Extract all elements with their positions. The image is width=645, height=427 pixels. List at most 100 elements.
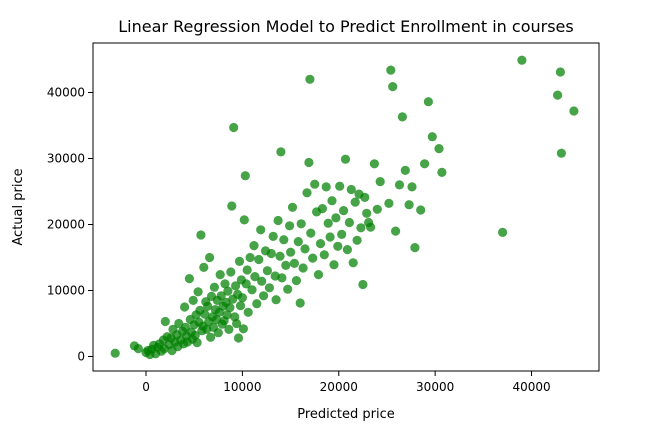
data-point-128: [305, 74, 315, 84]
y-tick-label-1: 10000: [47, 283, 85, 297]
data-point-75: [227, 201, 237, 211]
data-point-176: [423, 97, 433, 107]
data-point-74: [226, 267, 236, 277]
data-point-86: [237, 293, 247, 303]
data-point-131: [310, 179, 320, 189]
data-point-160: [366, 222, 376, 232]
data-point-129: [306, 228, 316, 238]
data-point-40: [193, 287, 203, 297]
data-point-173: [410, 243, 420, 253]
data-point-109: [273, 215, 283, 226]
data-point-142: [331, 213, 341, 223]
data-point-113: [279, 235, 289, 245]
data-point-47: [200, 309, 210, 319]
data-point-117: [286, 247, 296, 257]
data-point-116: [285, 221, 295, 231]
x-tick-label-0: 0: [142, 380, 150, 394]
data-point-184: [556, 148, 567, 158]
data-point-70: [222, 310, 232, 320]
data-point-73: [225, 303, 235, 313]
data-point-179: [437, 167, 447, 177]
data-point-180: [498, 227, 508, 237]
data-point-170: [400, 165, 410, 175]
y-axis-label: Actual price: [11, 168, 26, 245]
data-point-114: [281, 260, 291, 270]
x-tick-label-3: 30000: [416, 380, 454, 394]
data-point-39: [192, 338, 202, 348]
data-point-91: [242, 265, 252, 275]
data-point-171: [404, 200, 414, 210]
data-point-37: [190, 330, 200, 340]
data-point-166: [388, 82, 398, 92]
data-point-182: [553, 90, 563, 100]
data-point-90: [241, 279, 251, 289]
data-point-97: [252, 299, 262, 309]
data-point-93: [245, 252, 255, 263]
plot-frame: [92, 42, 600, 372]
x-axis: 0 10000 20000 30000 40000: [142, 371, 551, 394]
data-point-127: [304, 157, 314, 168]
data-point-130: [308, 253, 318, 263]
data-point-123: [296, 219, 306, 229]
y-tick-label-0: 0: [77, 349, 85, 363]
data-point-0: [110, 348, 120, 358]
y-tick-label-4: 40000: [47, 85, 85, 99]
data-point-183: [555, 67, 566, 77]
data-point-152: [350, 197, 360, 207]
data-point-135: [317, 204, 327, 214]
data-point-96: [250, 272, 260, 282]
data-point-105: [266, 248, 276, 259]
data-point-89: [240, 171, 250, 181]
data-point-147: [340, 154, 351, 164]
data-point-121: [293, 237, 303, 247]
data-point-35: [188, 295, 198, 305]
data-point-157: [360, 192, 370, 202]
x-tick-label-2: 20000: [320, 380, 358, 394]
data-point-119: [289, 258, 299, 268]
data-point-138: [323, 218, 333, 228]
data-point-169: [397, 112, 407, 122]
data-point-103: [262, 266, 272, 276]
data-point-146: [339, 206, 349, 216]
data-point-145: [337, 229, 347, 239]
y-tick-label-3: 30000: [47, 151, 85, 165]
data-point-177: [427, 132, 437, 142]
data-point-27: [180, 302, 190, 312]
data-point-71: [223, 286, 233, 296]
data-point-168: [394, 180, 405, 190]
data-point-84: [235, 301, 246, 311]
data-point-80: [232, 318, 242, 329]
data-point-155: [356, 223, 366, 233]
data-point-100: [257, 276, 267, 286]
data-point-163: [375, 177, 385, 187]
data-point-88: [239, 215, 249, 225]
data-point-156: [358, 279, 368, 290]
data-point-124: [298, 263, 308, 273]
data-point-141: [329, 260, 339, 270]
data-point-72: [224, 324, 234, 334]
data-point-133: [313, 270, 324, 280]
data-point-104: [264, 283, 274, 293]
data-point-120: [291, 276, 301, 286]
data-point-167: [391, 226, 401, 236]
data-point-101: [259, 291, 269, 301]
data-point-61: [213, 328, 223, 338]
data-point-178: [434, 144, 444, 154]
data-point-118: [287, 202, 298, 212]
data-point-106: [268, 231, 278, 241]
data-point-94: [247, 285, 257, 295]
y-tick-label-2: 20000: [47, 217, 85, 231]
data-point-83: [234, 256, 245, 266]
data-point-95: [249, 241, 259, 251]
x-tick-label-4: 40000: [512, 380, 550, 394]
data-point-87: [238, 324, 248, 334]
data-point-161: [369, 159, 379, 169]
data-point-143: [333, 241, 343, 251]
data-point-79: [231, 281, 241, 291]
data-point-52: [205, 252, 215, 263]
data-point-174: [416, 205, 426, 215]
data-point-43: [196, 230, 206, 240]
data-point-2: [133, 344, 143, 354]
chart-title: Linear Regression Model to Predict Enrol…: [118, 17, 573, 36]
